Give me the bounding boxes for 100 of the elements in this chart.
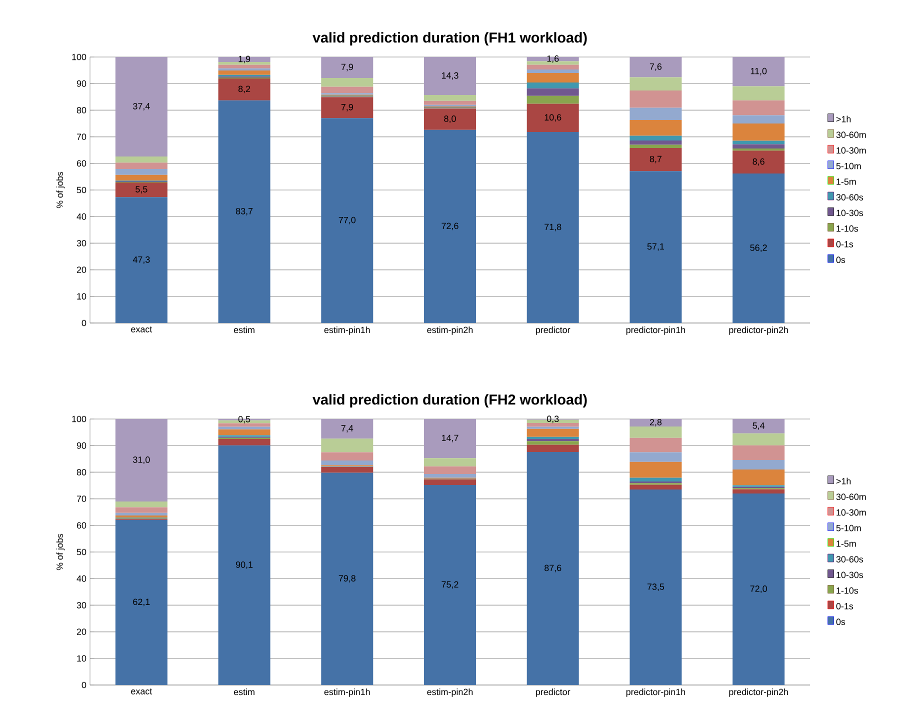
data-label: 5,4 <box>752 422 765 430</box>
data-label: 72,6 <box>442 222 458 230</box>
data-label: 79,8 <box>338 575 356 583</box>
data-label: 56,2 <box>750 244 767 252</box>
legend-label: 5-10m <box>836 162 861 170</box>
bar <box>732 418 785 434</box>
data-label: 14,3 <box>442 72 458 80</box>
bar <box>321 56 374 78</box>
data-label: 2,8 <box>650 419 662 426</box>
legend-label: 10-30s <box>836 572 864 578</box>
y-tick-label: 0 <box>82 320 86 326</box>
y-tick-label: 90 <box>76 80 86 87</box>
bar <box>321 460 374 466</box>
y-tick-label: 100 <box>72 416 86 422</box>
bar <box>424 479 476 485</box>
bar <box>321 97 374 118</box>
legend-label: 30-60m <box>836 132 866 138</box>
bar <box>732 56 785 86</box>
bar <box>526 72 579 83</box>
legend-label: 10-30s <box>836 210 864 216</box>
data-label: 14,7 <box>442 434 458 442</box>
legend-label: 1-10s <box>836 225 858 232</box>
bar <box>218 64 270 68</box>
y-tick-label: 50 <box>76 548 86 556</box>
data-label: 7,6 <box>650 63 662 71</box>
data-label: 77,0 <box>338 216 356 224</box>
bar <box>321 438 374 452</box>
y-tick-label: 70 <box>76 496 86 502</box>
bar <box>424 100 476 105</box>
bar <box>630 148 682 172</box>
data-label: 75,2 <box>442 581 458 589</box>
legend-label: >1h <box>836 116 851 122</box>
bar <box>115 174 168 181</box>
bar <box>630 426 682 438</box>
bar <box>218 70 270 75</box>
bar <box>630 90 682 108</box>
data-label: 71,8 <box>544 224 562 232</box>
bar <box>424 466 476 474</box>
bar <box>630 478 682 482</box>
bar <box>732 174 785 323</box>
data-label: 0,5 <box>238 416 250 424</box>
y-axis-title: % of jobs <box>56 534 65 570</box>
data-label: 7,4 <box>341 425 354 432</box>
legend-label: 30-60s <box>836 194 864 200</box>
bar <box>115 56 168 156</box>
bar <box>115 507 168 513</box>
bar <box>630 56 682 78</box>
bar <box>218 100 270 323</box>
legend-label: 30-60s <box>836 556 864 562</box>
bar <box>630 489 682 685</box>
y-axis-title: % of jobs <box>56 172 65 208</box>
y-tick-label: 10 <box>77 655 86 662</box>
bar <box>526 428 579 437</box>
bar <box>732 445 785 460</box>
y-tick-label: 20 <box>76 628 86 635</box>
x-tick-label: estim <box>234 326 254 334</box>
bar <box>732 493 785 685</box>
bar <box>526 452 579 685</box>
bar <box>526 444 579 452</box>
legend-label: 10-30m <box>836 509 866 516</box>
bar <box>526 438 579 442</box>
bar <box>115 520 168 685</box>
x-tick-label: predictor-pin2h <box>729 326 788 335</box>
data-label: 8,6 <box>752 158 764 166</box>
bar <box>630 140 682 145</box>
x-tick-label: predictor <box>536 688 570 697</box>
data-label: 10,6 <box>544 114 562 122</box>
y-tick-label: 70 <box>76 134 86 140</box>
bar <box>218 426 270 430</box>
data-label: 8,0 <box>444 116 456 123</box>
legend-label: 5-10m <box>836 524 861 532</box>
data-label: 37,4 <box>133 103 150 110</box>
bar <box>630 438 682 452</box>
bar <box>630 462 682 478</box>
legend-label: 0-1s <box>836 603 854 610</box>
bar <box>630 108 682 120</box>
bar <box>115 162 168 169</box>
bar <box>630 484 682 490</box>
bar <box>526 88 579 96</box>
bar <box>526 56 579 62</box>
y-tick-label: 30 <box>76 602 86 608</box>
legend-label: 0s <box>836 618 846 626</box>
x-tick-label: estim-pin1h <box>324 326 370 335</box>
data-label: 31,0 <box>133 456 150 464</box>
y-tick-label: 30 <box>76 240 86 246</box>
bar <box>218 56 270 62</box>
bar <box>424 56 476 96</box>
y-tick-label: 90 <box>76 442 86 449</box>
legend-label: 1-5m <box>836 178 856 185</box>
bar <box>115 197 168 323</box>
bar <box>115 418 168 502</box>
bar <box>424 95 476 101</box>
legend-label: 30-60m <box>836 494 866 500</box>
bar <box>732 433 785 446</box>
bar <box>321 452 374 460</box>
bar <box>115 156 168 163</box>
data-label: 87,6 <box>544 564 562 572</box>
chart-title: valid prediction duration (FH1 workload) <box>312 32 587 46</box>
legend-label: 1-10s <box>836 587 858 594</box>
bar <box>526 64 579 70</box>
